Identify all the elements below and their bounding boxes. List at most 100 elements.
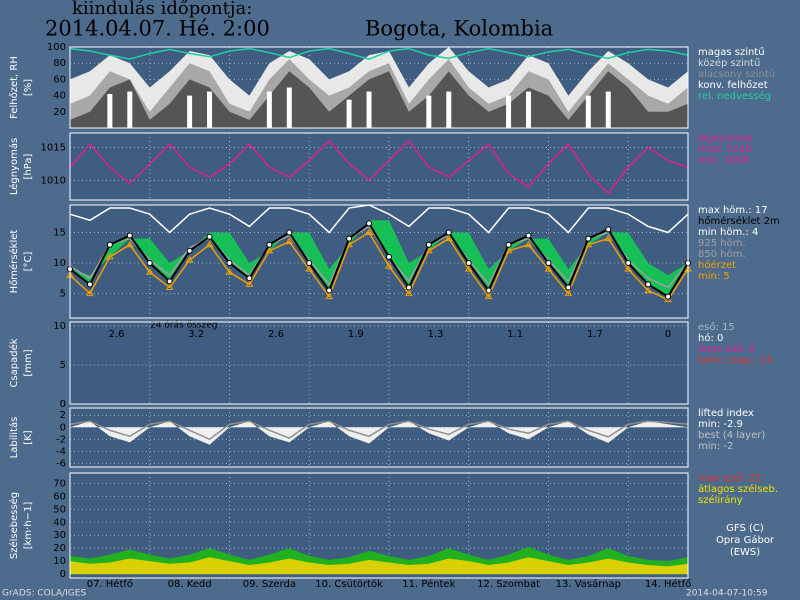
y-tick-label: 0 — [60, 399, 66, 410]
y-tick-label: 60 — [53, 74, 66, 85]
y-axis-label: [%] — [23, 79, 34, 96]
legend-entry: átlagos szélseb. — [698, 483, 778, 495]
line — [69, 420, 689, 441]
point — [225, 268, 234, 275]
credit: Opra Gábor — [716, 534, 775, 546]
y-axis-label: Hőmérséklet — [8, 230, 20, 294]
point — [405, 289, 413, 297]
legend-entry: hó: 0 — [698, 332, 723, 344]
bar — [286, 87, 292, 128]
point — [604, 234, 613, 242]
plot-frame — [69, 472, 689, 579]
y-tick-label: 40 — [53, 517, 66, 528]
y-tick-label: 40 — [53, 91, 66, 102]
header-date: 2014.04.07. Hé. 2:00 — [45, 17, 270, 41]
bar — [446, 91, 452, 128]
point — [346, 235, 353, 242]
legend-entry: rel. nedvesség — [698, 90, 771, 102]
point — [186, 247, 193, 254]
daily-sum: 2.6 — [268, 329, 284, 340]
point — [285, 237, 294, 245]
daily-sum: 3.2 — [188, 329, 204, 340]
point — [644, 286, 653, 294]
bar — [585, 95, 591, 128]
point — [206, 233, 213, 240]
bar — [346, 99, 352, 128]
point — [445, 229, 452, 236]
point — [524, 240, 533, 248]
point — [444, 234, 453, 242]
point — [126, 232, 133, 239]
point — [365, 228, 373, 235]
plot-area — [70, 408, 688, 467]
point — [625, 260, 632, 267]
point — [86, 281, 93, 288]
legend-entry: légnyomás — [698, 132, 753, 144]
y-axis-label: Labilitás — [8, 417, 20, 459]
bar — [266, 91, 272, 128]
y-tick-label: 15 — [53, 227, 66, 238]
y-tick-label: 60 — [53, 491, 66, 502]
point — [525, 232, 532, 239]
point — [484, 292, 493, 300]
y-tick-label: 100 — [47, 42, 66, 53]
plot-area — [70, 133, 688, 200]
y-tick-label: 10 — [53, 556, 66, 567]
x-tick-label: 08. Kedd — [168, 579, 212, 590]
legend-entry: konv. felhőzet — [698, 79, 768, 91]
point — [205, 240, 214, 248]
point — [326, 287, 333, 294]
legend-entry: hőmérséklet 2m — [698, 215, 780, 227]
point — [624, 265, 633, 272]
y-axis-label: [°C] — [23, 252, 34, 272]
bar — [366, 91, 372, 128]
point — [485, 287, 492, 294]
y-tick-label: -4 — [56, 446, 66, 457]
y-tick-label: 5 — [60, 289, 66, 300]
point — [465, 260, 472, 267]
point — [545, 260, 552, 267]
area — [70, 421, 688, 445]
point — [306, 260, 313, 267]
y-tick-label: 80 — [53, 58, 66, 69]
y-tick-label: 20 — [53, 543, 66, 554]
annotation: 24 órás összeg — [150, 320, 217, 331]
line — [69, 139, 689, 195]
point — [145, 268, 154, 275]
plot-area — [70, 322, 688, 404]
daily-sum: 1.9 — [348, 329, 364, 340]
daily-sum: 1.1 — [507, 329, 523, 340]
point — [125, 240, 134, 248]
y-tick-label: 30 — [53, 530, 66, 541]
line — [69, 204, 689, 234]
point — [105, 252, 114, 260]
point — [185, 256, 194, 263]
x-tick-label: 14. Hétfő — [645, 578, 691, 590]
footer-right: 2014-04-07-10:59 — [686, 589, 768, 599]
bar — [127, 91, 133, 128]
bar — [426, 95, 432, 128]
point — [146, 260, 153, 267]
point — [166, 278, 173, 285]
y-tick-label: 20 — [53, 107, 66, 118]
line — [69, 221, 689, 299]
legend-entry: min: 5 — [698, 271, 730, 282]
daily-sum: 0 — [665, 329, 671, 340]
legend-entry: hőérzet — [698, 259, 736, 271]
point — [325, 292, 334, 300]
point — [245, 280, 254, 287]
point — [246, 275, 253, 282]
x-tick-label: 11. Péntek — [402, 578, 455, 590]
y-tick-label: 10 — [53, 321, 66, 332]
legend-entry: min: 1008 — [698, 155, 749, 166]
area — [70, 557, 688, 575]
point — [366, 220, 373, 227]
legend-entry: közép szintű — [698, 57, 760, 69]
credit: GFS (C) — [726, 523, 764, 534]
point — [464, 265, 473, 272]
legend-entry: min höm.: 4 — [698, 227, 758, 238]
point — [605, 226, 612, 233]
legend-entry: max: 1016 — [698, 144, 752, 155]
bar — [605, 91, 611, 128]
y-axis-label: [K] — [23, 430, 34, 444]
